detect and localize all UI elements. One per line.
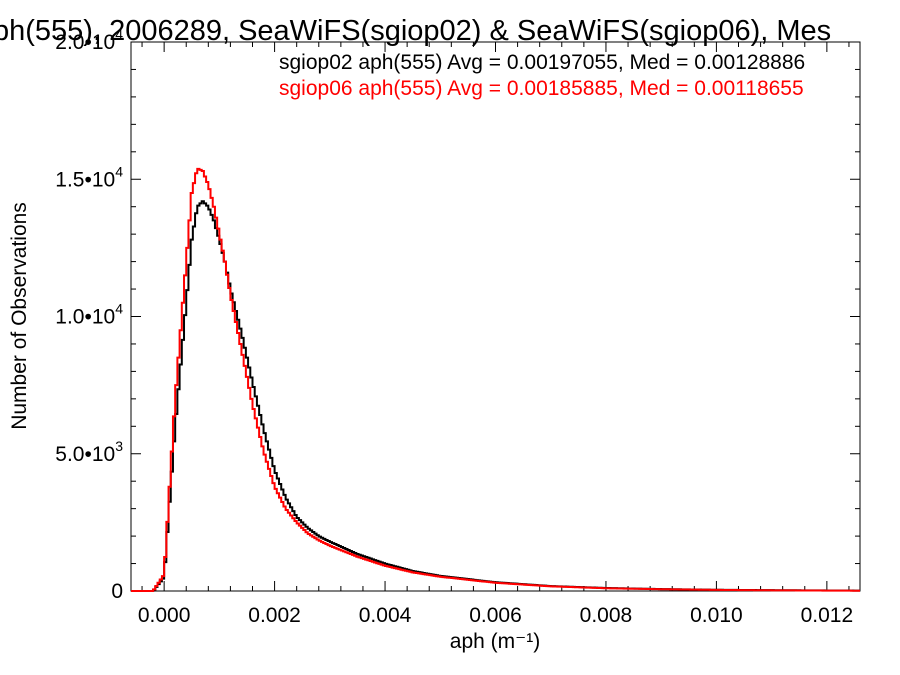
x-tick-label: 0.000	[138, 604, 191, 627]
y-tick-label: 5.0•103	[55, 438, 123, 466]
axis-ticks	[131, 41, 860, 592]
series-line-0	[131, 200, 860, 592]
series-lines	[131, 167, 860, 592]
x-tick-label: 0.004	[359, 604, 412, 627]
legend-entry-sgiop06: sgiop06 aph(555) Avg = 0.00185885, Med =…	[279, 77, 804, 100]
x-tick-label: 0.002	[248, 604, 301, 627]
y-axis-label: Number of Observations	[8, 202, 31, 430]
series-line-1	[131, 167, 860, 592]
x-axis-label: aph (m⁻¹)	[450, 630, 540, 653]
x-tick-label: 0.012	[801, 604, 854, 627]
x-tick-label: 0.006	[469, 604, 522, 627]
legend-entry-sgiop02: sgiop02 aph(555) Avg = 0.00197055, Med =…	[279, 51, 805, 74]
y-tick-label: 1.0•104	[55, 301, 123, 329]
x-axis-tick-labels: 0.000 0.002 0.004 0.006 0.008 0.010 0.012	[138, 604, 853, 627]
y-tick-label: 1.5•104	[55, 163, 123, 191]
plot-frame	[130, 41, 861, 592]
y-tick-label: 0	[111, 580, 123, 603]
x-tick-label: 0.010	[690, 604, 743, 627]
x-tick-label: 0.008	[580, 604, 633, 627]
y-axis-tick-labels: 0 5.0•103 1.0•104 1.5•104 2.0•104	[55, 26, 123, 603]
y-tick-label: 2.0•104	[55, 26, 123, 54]
